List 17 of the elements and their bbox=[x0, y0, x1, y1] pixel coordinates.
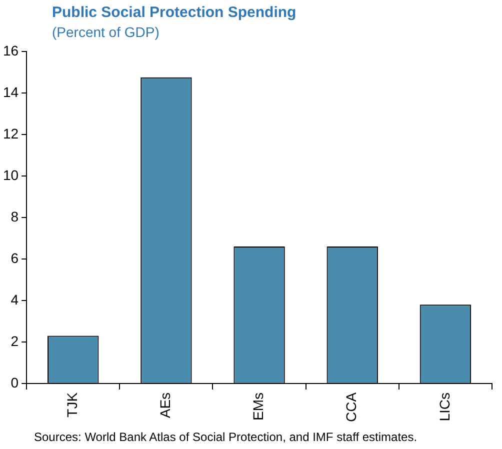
x-tick-label: CCA bbox=[343, 392, 360, 422]
y-tick-label: 0 bbox=[10, 374, 19, 390]
y-tick-label: 10 bbox=[2, 166, 19, 183]
x-tick-label: EMs bbox=[250, 392, 266, 420]
x-tick-label: TJK bbox=[64, 392, 80, 418]
y-tick-label: 4 bbox=[10, 291, 19, 308]
x-tick-label: AEs bbox=[157, 392, 174, 418]
y-tick-label: 14 bbox=[2, 84, 19, 100]
chart-title: Public Social Protection Spending bbox=[52, 4, 296, 21]
chart-subtitle: (Percent of GDP) bbox=[52, 24, 160, 40]
y-tick-label: 12 bbox=[2, 125, 19, 142]
x-tick-label: LICs bbox=[436, 392, 452, 422]
y-tick-label: 16 bbox=[2, 42, 19, 58]
y-tick-label: 8 bbox=[10, 208, 19, 224]
y-tick-label: 6 bbox=[10, 250, 19, 266]
y-tick-label: 2 bbox=[10, 332, 19, 349]
source-note: Sources: World Bank Atlas of Social Protection, and IMF staff estimates. bbox=[34, 430, 418, 444]
